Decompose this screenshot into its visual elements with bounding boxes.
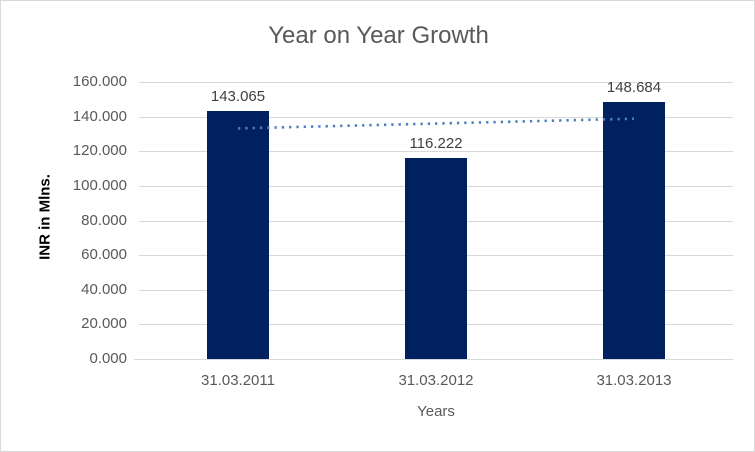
bar bbox=[603, 102, 665, 359]
y-axis-tick-label: 100.000 bbox=[72, 177, 127, 194]
bar-data-label: 148.684 bbox=[606, 79, 662, 96]
bar-data-label: 116.222 bbox=[409, 135, 463, 152]
x-axis-tick-label: 31.03.2011 bbox=[201, 372, 275, 389]
bar bbox=[405, 158, 467, 359]
y-axis-tick-label: 120.000 bbox=[72, 142, 127, 159]
trendline bbox=[237, 117, 635, 130]
x-axis-tick-label: 31.03.2012 bbox=[398, 372, 474, 389]
y-axis-tick-label: 60.000 bbox=[81, 246, 127, 263]
y-axis-tick-label: 40.000 bbox=[81, 281, 127, 298]
x-axis-tick-label: 31.03.2013 bbox=[596, 372, 672, 389]
y-axis-tick-label: 20.000 bbox=[81, 315, 127, 332]
y-axis-tick-label: 160.000 bbox=[72, 73, 127, 90]
y-axis-tick-label: 80.000 bbox=[81, 212, 127, 229]
gridline bbox=[139, 117, 733, 118]
gridline bbox=[139, 82, 733, 83]
bar-data-label: 143.065 bbox=[210, 88, 266, 105]
y-axis-tick-label: 0.000 bbox=[89, 350, 127, 367]
y-axis-tick-label: 140.000 bbox=[72, 108, 127, 125]
bar bbox=[207, 111, 269, 359]
chart-title: Year on Year Growth bbox=[268, 22, 489, 49]
x-axis-line bbox=[134, 359, 733, 360]
x-axis-title: Years bbox=[417, 403, 455, 420]
gridline bbox=[139, 151, 733, 152]
